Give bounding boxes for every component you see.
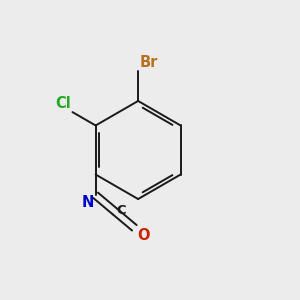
Text: O: O [137,228,150,243]
Text: Cl: Cl [55,96,71,111]
Text: N: N [82,195,94,210]
Text: C: C [116,205,125,218]
Text: Br: Br [140,55,158,70]
